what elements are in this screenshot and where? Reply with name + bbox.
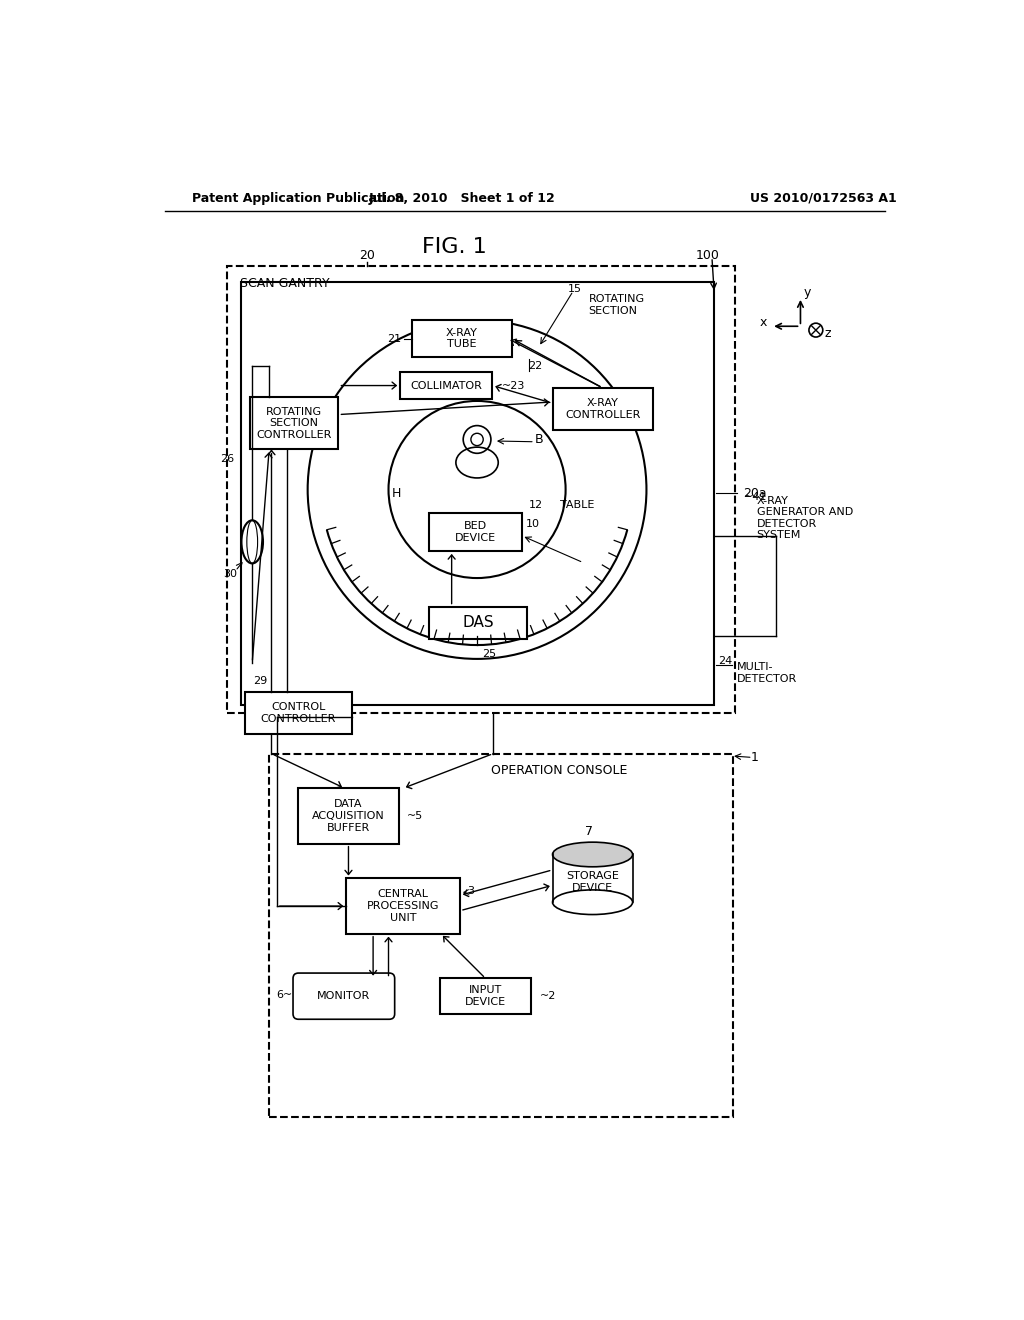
Bar xyxy=(429,607,527,639)
Bar xyxy=(400,372,493,399)
Bar xyxy=(429,512,521,552)
Text: X-RAY
GENERATOR AND
DETECTOR
SYSTEM: X-RAY GENERATOR AND DETECTOR SYSTEM xyxy=(757,495,853,540)
Text: CONTROL
CONTROLLER: CONTROL CONTROLLER xyxy=(261,702,336,723)
Text: H: H xyxy=(391,487,401,500)
Text: 29: 29 xyxy=(253,676,267,686)
Text: US 2010/0172563 A1: US 2010/0172563 A1 xyxy=(751,191,897,205)
Text: B: B xyxy=(535,433,543,446)
Bar xyxy=(241,281,714,705)
Text: 21: 21 xyxy=(388,334,401,343)
Text: y: y xyxy=(804,286,811,298)
Bar xyxy=(269,754,733,1117)
Text: DAS: DAS xyxy=(462,615,494,630)
Text: 25: 25 xyxy=(482,649,497,659)
Text: 10: 10 xyxy=(526,519,541,529)
Bar xyxy=(412,321,512,358)
Text: 30: 30 xyxy=(223,569,238,579)
Bar xyxy=(440,978,531,1014)
Text: DATA
ACQUISITION
BUFFER: DATA ACQUISITION BUFFER xyxy=(312,800,385,833)
Bar xyxy=(298,788,398,843)
Text: ~5: ~5 xyxy=(408,810,424,821)
Text: 7: 7 xyxy=(585,825,593,838)
Text: ~2: ~2 xyxy=(540,991,556,1001)
Text: COLLIMATOR: COLLIMATOR xyxy=(411,380,482,391)
Text: 6~: 6~ xyxy=(276,990,293,1001)
Text: CENTRAL
PROCESSING
UNIT: CENTRAL PROCESSING UNIT xyxy=(367,890,439,923)
Text: 24: 24 xyxy=(718,656,732,667)
Text: X-RAY
TUBE: X-RAY TUBE xyxy=(445,327,477,350)
Text: 26: 26 xyxy=(220,454,233,463)
Text: Patent Application Publication: Patent Application Publication xyxy=(193,191,404,205)
Text: SCAN GANTRY: SCAN GANTRY xyxy=(240,277,330,289)
Text: MULTI-
DETECTOR: MULTI- DETECTOR xyxy=(737,661,798,684)
Text: ROTATING
SECTION: ROTATING SECTION xyxy=(589,294,645,315)
Text: STORAGE
DEVICE: STORAGE DEVICE xyxy=(566,871,618,894)
Text: ~41: ~41 xyxy=(743,492,767,502)
Text: ~23: ~23 xyxy=(503,380,525,391)
Text: 1: 1 xyxy=(751,751,759,764)
Bar xyxy=(226,267,735,713)
Ellipse shape xyxy=(553,842,633,867)
Text: FIG. 1: FIG. 1 xyxy=(422,238,486,257)
Text: x: x xyxy=(760,315,767,329)
Bar xyxy=(250,397,339,449)
Text: X-RAY
CONTROLLER: X-RAY CONTROLLER xyxy=(565,399,640,420)
Text: 20a: 20a xyxy=(743,487,767,500)
Text: 20: 20 xyxy=(359,249,375,261)
Text: INPUT
DEVICE: INPUT DEVICE xyxy=(465,985,506,1007)
Text: MONITOR: MONITOR xyxy=(317,991,371,1001)
Text: 100: 100 xyxy=(696,249,720,261)
Text: 15: 15 xyxy=(568,284,582,294)
Text: 3: 3 xyxy=(467,886,474,896)
Text: BED
DEVICE: BED DEVICE xyxy=(455,521,496,543)
Text: 12: 12 xyxy=(528,500,543,510)
Text: 22: 22 xyxy=(527,362,542,371)
Text: Jul. 8, 2010   Sheet 1 of 12: Jul. 8, 2010 Sheet 1 of 12 xyxy=(369,191,555,205)
Bar xyxy=(553,388,652,430)
Bar xyxy=(245,692,352,734)
Text: ROTATING
SECTION
CONTROLLER: ROTATING SECTION CONTROLLER xyxy=(256,407,332,440)
Text: OPERATION CONSOLE: OPERATION CONSOLE xyxy=(490,764,628,777)
Bar xyxy=(346,878,460,933)
FancyBboxPatch shape xyxy=(293,973,394,1019)
Text: z: z xyxy=(825,326,831,339)
Text: TABLE: TABLE xyxy=(560,500,595,510)
